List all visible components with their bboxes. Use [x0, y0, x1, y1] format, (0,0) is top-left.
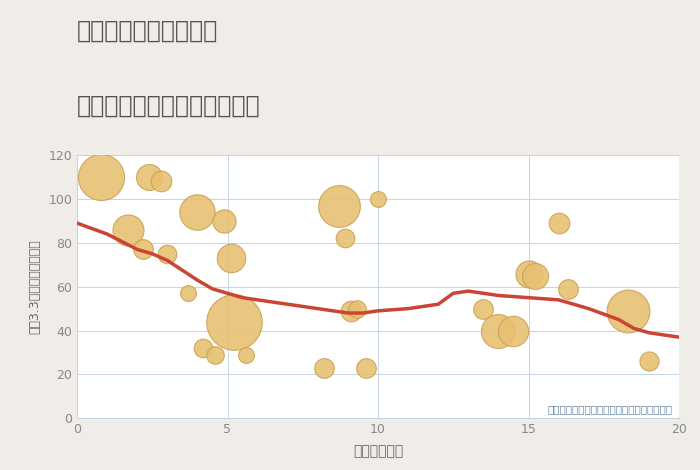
Point: [340, 235, 351, 242]
Point: [477, 305, 489, 313]
Point: [562, 285, 573, 293]
Point: [219, 217, 230, 225]
Point: [144, 173, 155, 181]
Point: [198, 345, 209, 352]
Point: [162, 250, 173, 258]
Text: 奈良県橿原市地黄町の: 奈良県橿原市地黄町の: [77, 19, 218, 43]
Point: [351, 305, 363, 313]
Point: [240, 351, 251, 359]
Point: [360, 364, 372, 372]
Point: [183, 290, 194, 297]
Text: 駅距離別中古マンション価格: 駅距離別中古マンション価格: [77, 94, 260, 118]
X-axis label: 駅距離（分）: 駅距離（分）: [353, 445, 403, 459]
Point: [333, 202, 344, 209]
Point: [553, 219, 564, 227]
Point: [493, 327, 504, 334]
Point: [622, 307, 634, 314]
Point: [192, 208, 203, 216]
Point: [210, 351, 221, 359]
Point: [228, 318, 239, 326]
Point: [122, 226, 134, 234]
Point: [643, 358, 655, 365]
Point: [529, 272, 540, 280]
Point: [138, 246, 149, 253]
Point: [155, 178, 167, 185]
Point: [508, 327, 519, 334]
Text: 円の大きさは、取引のあった物件面積を示す: 円の大きさは、取引のあった物件面積を示す: [548, 404, 673, 414]
Point: [225, 254, 236, 262]
Point: [318, 364, 330, 372]
Point: [95, 173, 106, 181]
Point: [523, 270, 534, 277]
Point: [372, 195, 384, 203]
Y-axis label: 坪（3.3㎡）単価（万円）: 坪（3.3㎡）単価（万円）: [28, 239, 41, 334]
Point: [345, 307, 356, 314]
